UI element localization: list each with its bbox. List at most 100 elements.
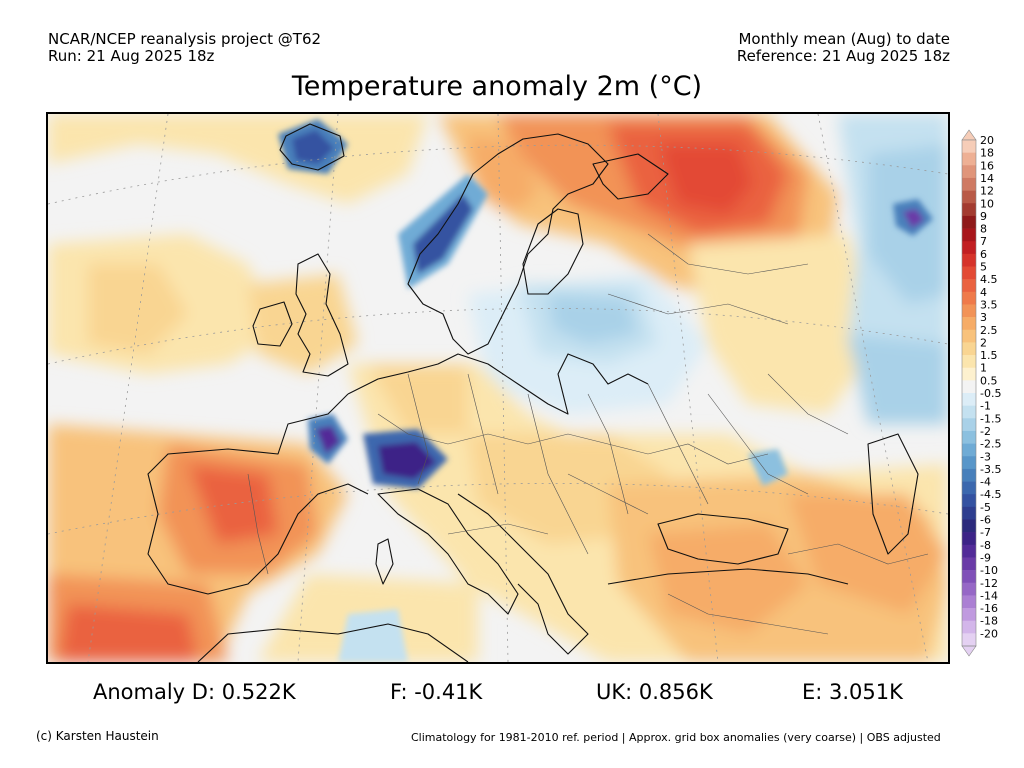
legend-swatch [962,443,976,457]
legend-bottom-arrow [961,645,977,657]
legend-swatch [962,557,976,571]
legend-label: -3 [980,450,991,463]
legend-label: 5 [980,261,987,274]
legend-swatch [962,532,976,546]
stat-england: E: 3.051K [802,680,903,704]
map-title: Temperature anomaly 2m (°C) [291,71,703,102]
legend-swatch [962,468,976,482]
legend-label: 16 [980,159,994,172]
legend-swatch [962,317,976,331]
copyright: (c) Karsten Haustein [36,729,159,743]
legend-swatch [962,140,976,153]
legend-label: -6 [980,514,991,527]
legend-label: -2 [980,425,991,438]
legend-swatch [962,506,976,520]
coastlines [147,123,919,662]
period-label: Monthly mean (Aug) to date [738,30,950,48]
legend-swatch [962,519,976,533]
legend-swatch [962,355,976,368]
legend-label: -4.5 [980,488,1001,501]
legend-swatch [962,393,976,406]
header-right: Monthly mean (Aug) to date Reference: 21… [737,31,950,65]
legend-swatch [962,582,976,596]
legend-label: 0.5 [980,374,998,387]
header-left: NCAR/NCEP reanalysis project @T62 Run: 2… [48,31,321,65]
legend-label: 2.5 [980,324,998,337]
legend-swatch [962,304,976,318]
legend-label: 12 [980,185,994,198]
legend-swatch [962,367,976,381]
legend-label: 14 [980,172,994,185]
legend-label: 9 [980,210,987,223]
stat-anomaly-d: Anomaly D: 0.522K [93,680,296,704]
legend-label: -5 [980,501,991,514]
legend-swatch [962,544,976,558]
footer-note: Climatology for 1981-2010 ref. period | … [411,731,941,744]
legend-label: -1 [980,400,991,413]
legend-swatch [962,633,976,647]
legend-swatch [962,608,976,621]
stat-uk: UK: 0.856K [596,680,713,704]
legend-swatch [962,279,976,293]
cold-spots [278,119,933,662]
legend-label: -10 [980,564,998,577]
legend-swatch [962,228,976,242]
legend-label: -8 [980,539,991,552]
legend-label: 6 [980,248,987,261]
legend-label: 8 [980,223,987,236]
legend-label: -18 [980,615,998,628]
legend-outline [961,139,977,647]
legend-swatch [962,342,976,356]
legend-label: 2 [980,336,987,349]
legend-top-arrow [961,129,977,141]
legend-label: 4 [980,286,987,299]
legend-label: -16 [980,602,998,615]
legend-label: -1.5 [980,412,1001,425]
legend-swatch [962,620,976,634]
legend-label: -7 [980,526,991,539]
legend-swatch [962,595,976,609]
legend-scale: 201816141210987654.543.532.521.510.5-0.5… [961,129,1001,657]
anomaly-field-layer [48,114,948,662]
legend-swatch [962,215,976,229]
model-label: NCAR/NCEP reanalysis project @T62 [48,30,322,48]
legend-swatch [962,190,976,204]
legend-swatch [962,481,976,495]
legend-swatch [962,570,976,584]
run-label: Run: 21 Aug 2025 18z [48,47,215,65]
legend-label: -4 [980,476,991,489]
legend-swatch [962,329,976,343]
reference-label: Reference: 21 Aug 2025 18z [736,47,950,65]
borders [247,233,929,635]
legend-swatch [962,494,976,508]
legend-swatch [962,418,976,432]
legend-swatch [962,291,976,305]
legend-swatch [962,266,976,280]
legend-label: 7 [980,235,987,248]
legend-label: 3 [980,311,987,324]
map-canvas [48,114,948,662]
legend-swatch [962,241,976,255]
legend-swatch [962,405,976,419]
legend-swatch [962,177,976,191]
legend-label: 1 [980,362,987,375]
legend-swatch [962,380,976,394]
legend-swatch [962,152,976,166]
legend-label: 3.5 [980,298,998,311]
graticule [48,114,948,662]
legend-label: 18 [980,147,994,160]
anomaly-map [46,112,950,664]
legend-swatch [962,253,976,267]
legend-label: 20 [980,134,994,147]
legend-swatch [962,456,976,470]
legend-label: 10 [980,197,994,210]
color-legend: 20 18 16 14 12 10 9 8 7 6 5 4.5 4 3.5 3 2.5 2 1.5 1 0.5 -0.5… [960,128,1020,662]
stat-france: F: -0.41K [390,680,483,704]
legend-label: -20 [980,627,998,640]
legend-label: -3.5 [980,463,1001,476]
legend-label: 1.5 [980,349,998,362]
legend-label: -2.5 [980,438,1001,451]
legend-label: 4.5 [980,273,998,286]
legend-label: -9 [980,551,991,564]
legend-label: -0.5 [980,387,1001,400]
